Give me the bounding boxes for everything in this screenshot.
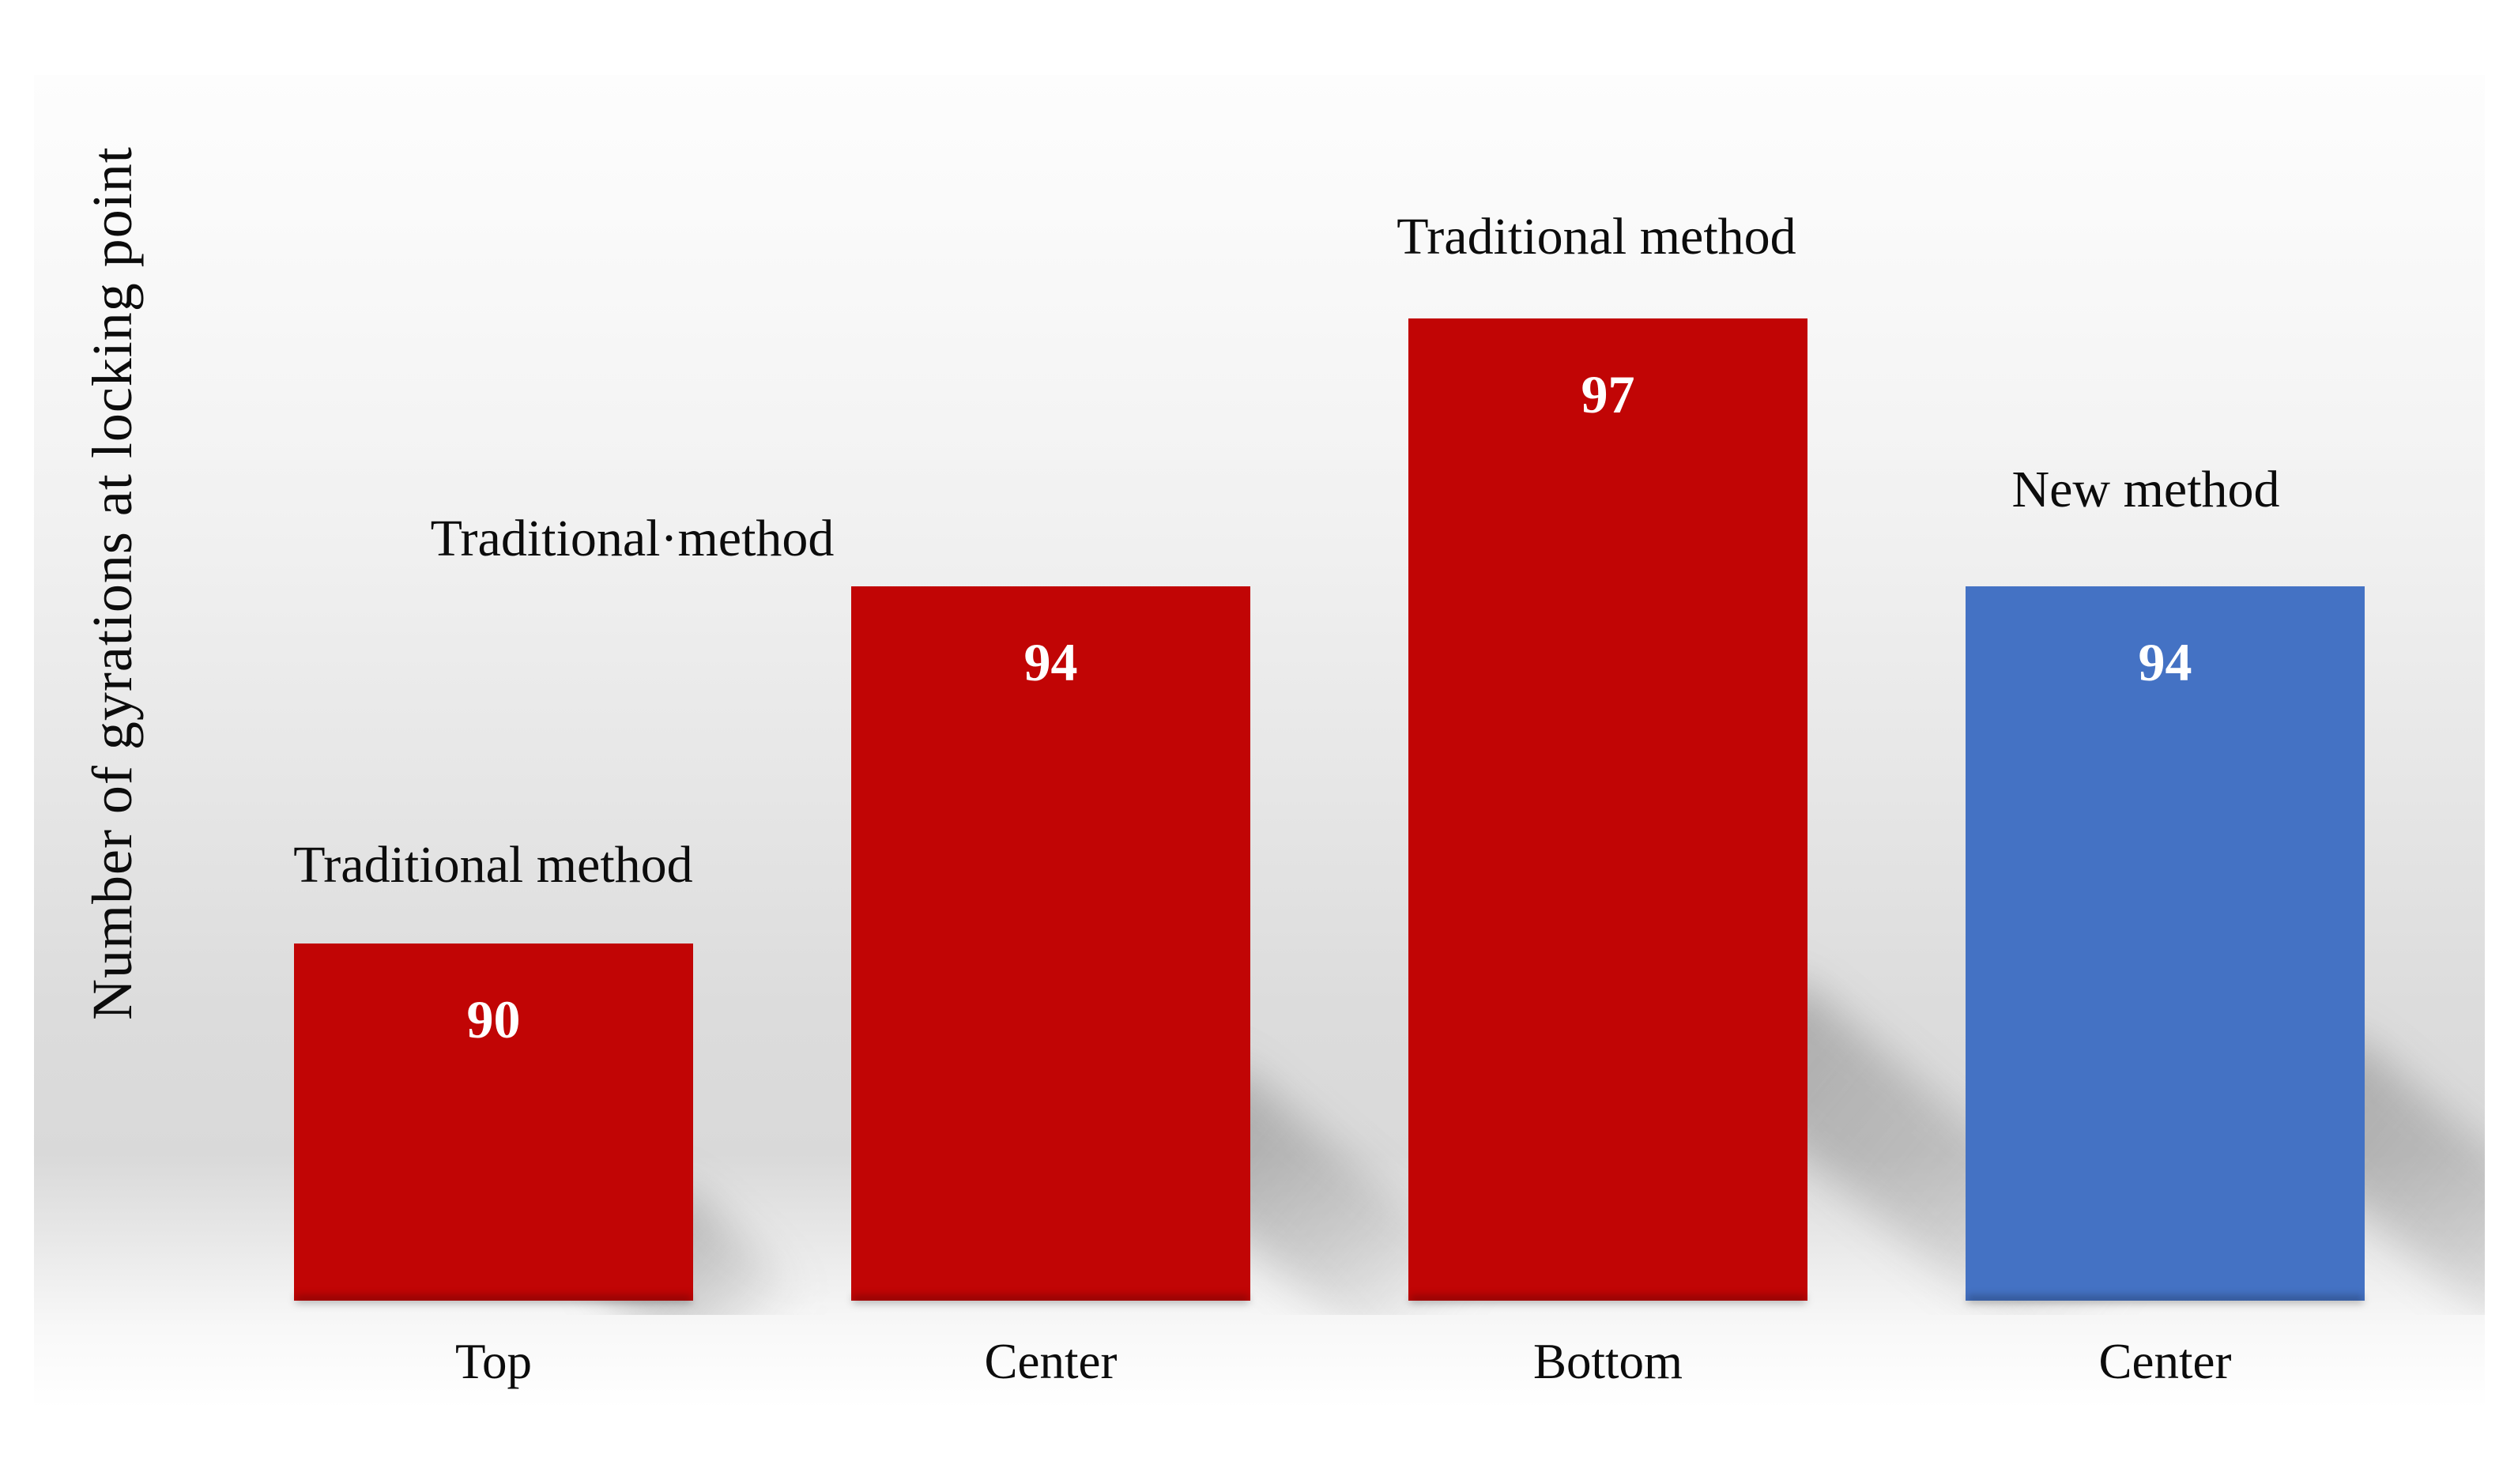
bar-top-traditional: 90 — [294, 944, 693, 1301]
x-axis-tick-label: Top — [454, 1334, 533, 1389]
bar-series-label: Traditional method — [1397, 208, 1796, 266]
bar-center-traditional: 94 — [851, 586, 1250, 1301]
x-axis-tick-label: Bottom — [1532, 1334, 1683, 1389]
chart-panel: Number of gyrations at locking point Tra… — [34, 75, 2485, 1408]
bar-value-label: 97 — [1581, 364, 1635, 424]
x-axis-tick-label: Center — [984, 1334, 1118, 1389]
bar-center-new-method: 94 — [1966, 586, 2365, 1301]
bar-series-label: New method — [2011, 461, 2280, 518]
bar-value-label: 94 — [1023, 632, 1078, 692]
bar-series-label: Traditional·method — [430, 510, 835, 567]
x-axis-tick-label: Center — [2098, 1334, 2232, 1389]
bar-value-label: 90 — [466, 989, 521, 1049]
bar-value-label: 94 — [2138, 632, 2192, 692]
bar-bottom-traditional: 97 — [1408, 318, 1807, 1301]
bar-series-label: Traditional method — [293, 836, 693, 894]
